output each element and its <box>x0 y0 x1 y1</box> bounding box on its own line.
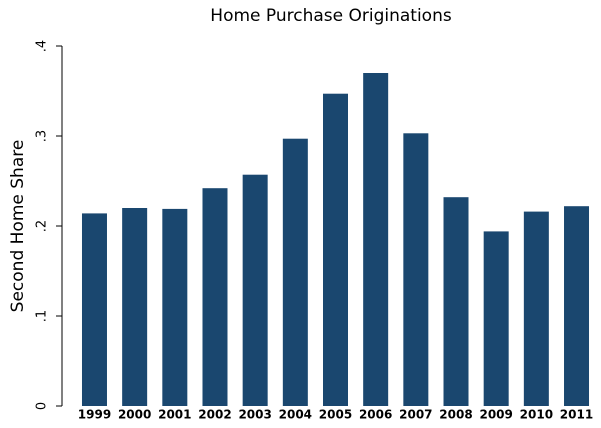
bar <box>282 138 308 406</box>
x-tick-label: 2003 <box>238 408 271 422</box>
x-tick-label: 2011 <box>560 408 593 422</box>
x-tick-label: 2005 <box>319 408 352 422</box>
bar <box>323 93 348 406</box>
bar <box>403 133 429 407</box>
y-tick-label: .2 <box>35 220 50 232</box>
x-tick-label: 2001 <box>158 408 191 422</box>
bar <box>363 73 389 406</box>
x-tick-label: 2010 <box>520 408 553 422</box>
y-tick-label: .3 <box>35 130 50 142</box>
bar <box>81 213 107 406</box>
bar <box>242 174 268 406</box>
bar <box>564 206 590 406</box>
bar <box>483 231 509 406</box>
y-tick-label: .1 <box>35 310 50 322</box>
y-tick-label: .4 <box>35 40 50 52</box>
y-axis-label: Second Home Share <box>8 140 28 313</box>
bar <box>122 208 148 406</box>
x-tick-label: 2002 <box>198 408 231 422</box>
x-tick-label: 1999 <box>78 408 111 422</box>
bar <box>523 211 549 406</box>
x-tick-label: 2009 <box>479 408 512 422</box>
x-tick-label: 2007 <box>399 408 432 422</box>
x-tick-label: 2006 <box>359 408 392 422</box>
bar <box>443 197 469 406</box>
x-tick-label: 2000 <box>118 408 151 422</box>
x-tick-label: 2004 <box>279 408 312 422</box>
bar <box>162 208 188 406</box>
y-tick-label: 0 <box>35 402 50 410</box>
x-tick-label: 2008 <box>439 408 472 422</box>
chart-title: Home Purchase Originations <box>210 6 452 26</box>
bar <box>202 188 228 406</box>
